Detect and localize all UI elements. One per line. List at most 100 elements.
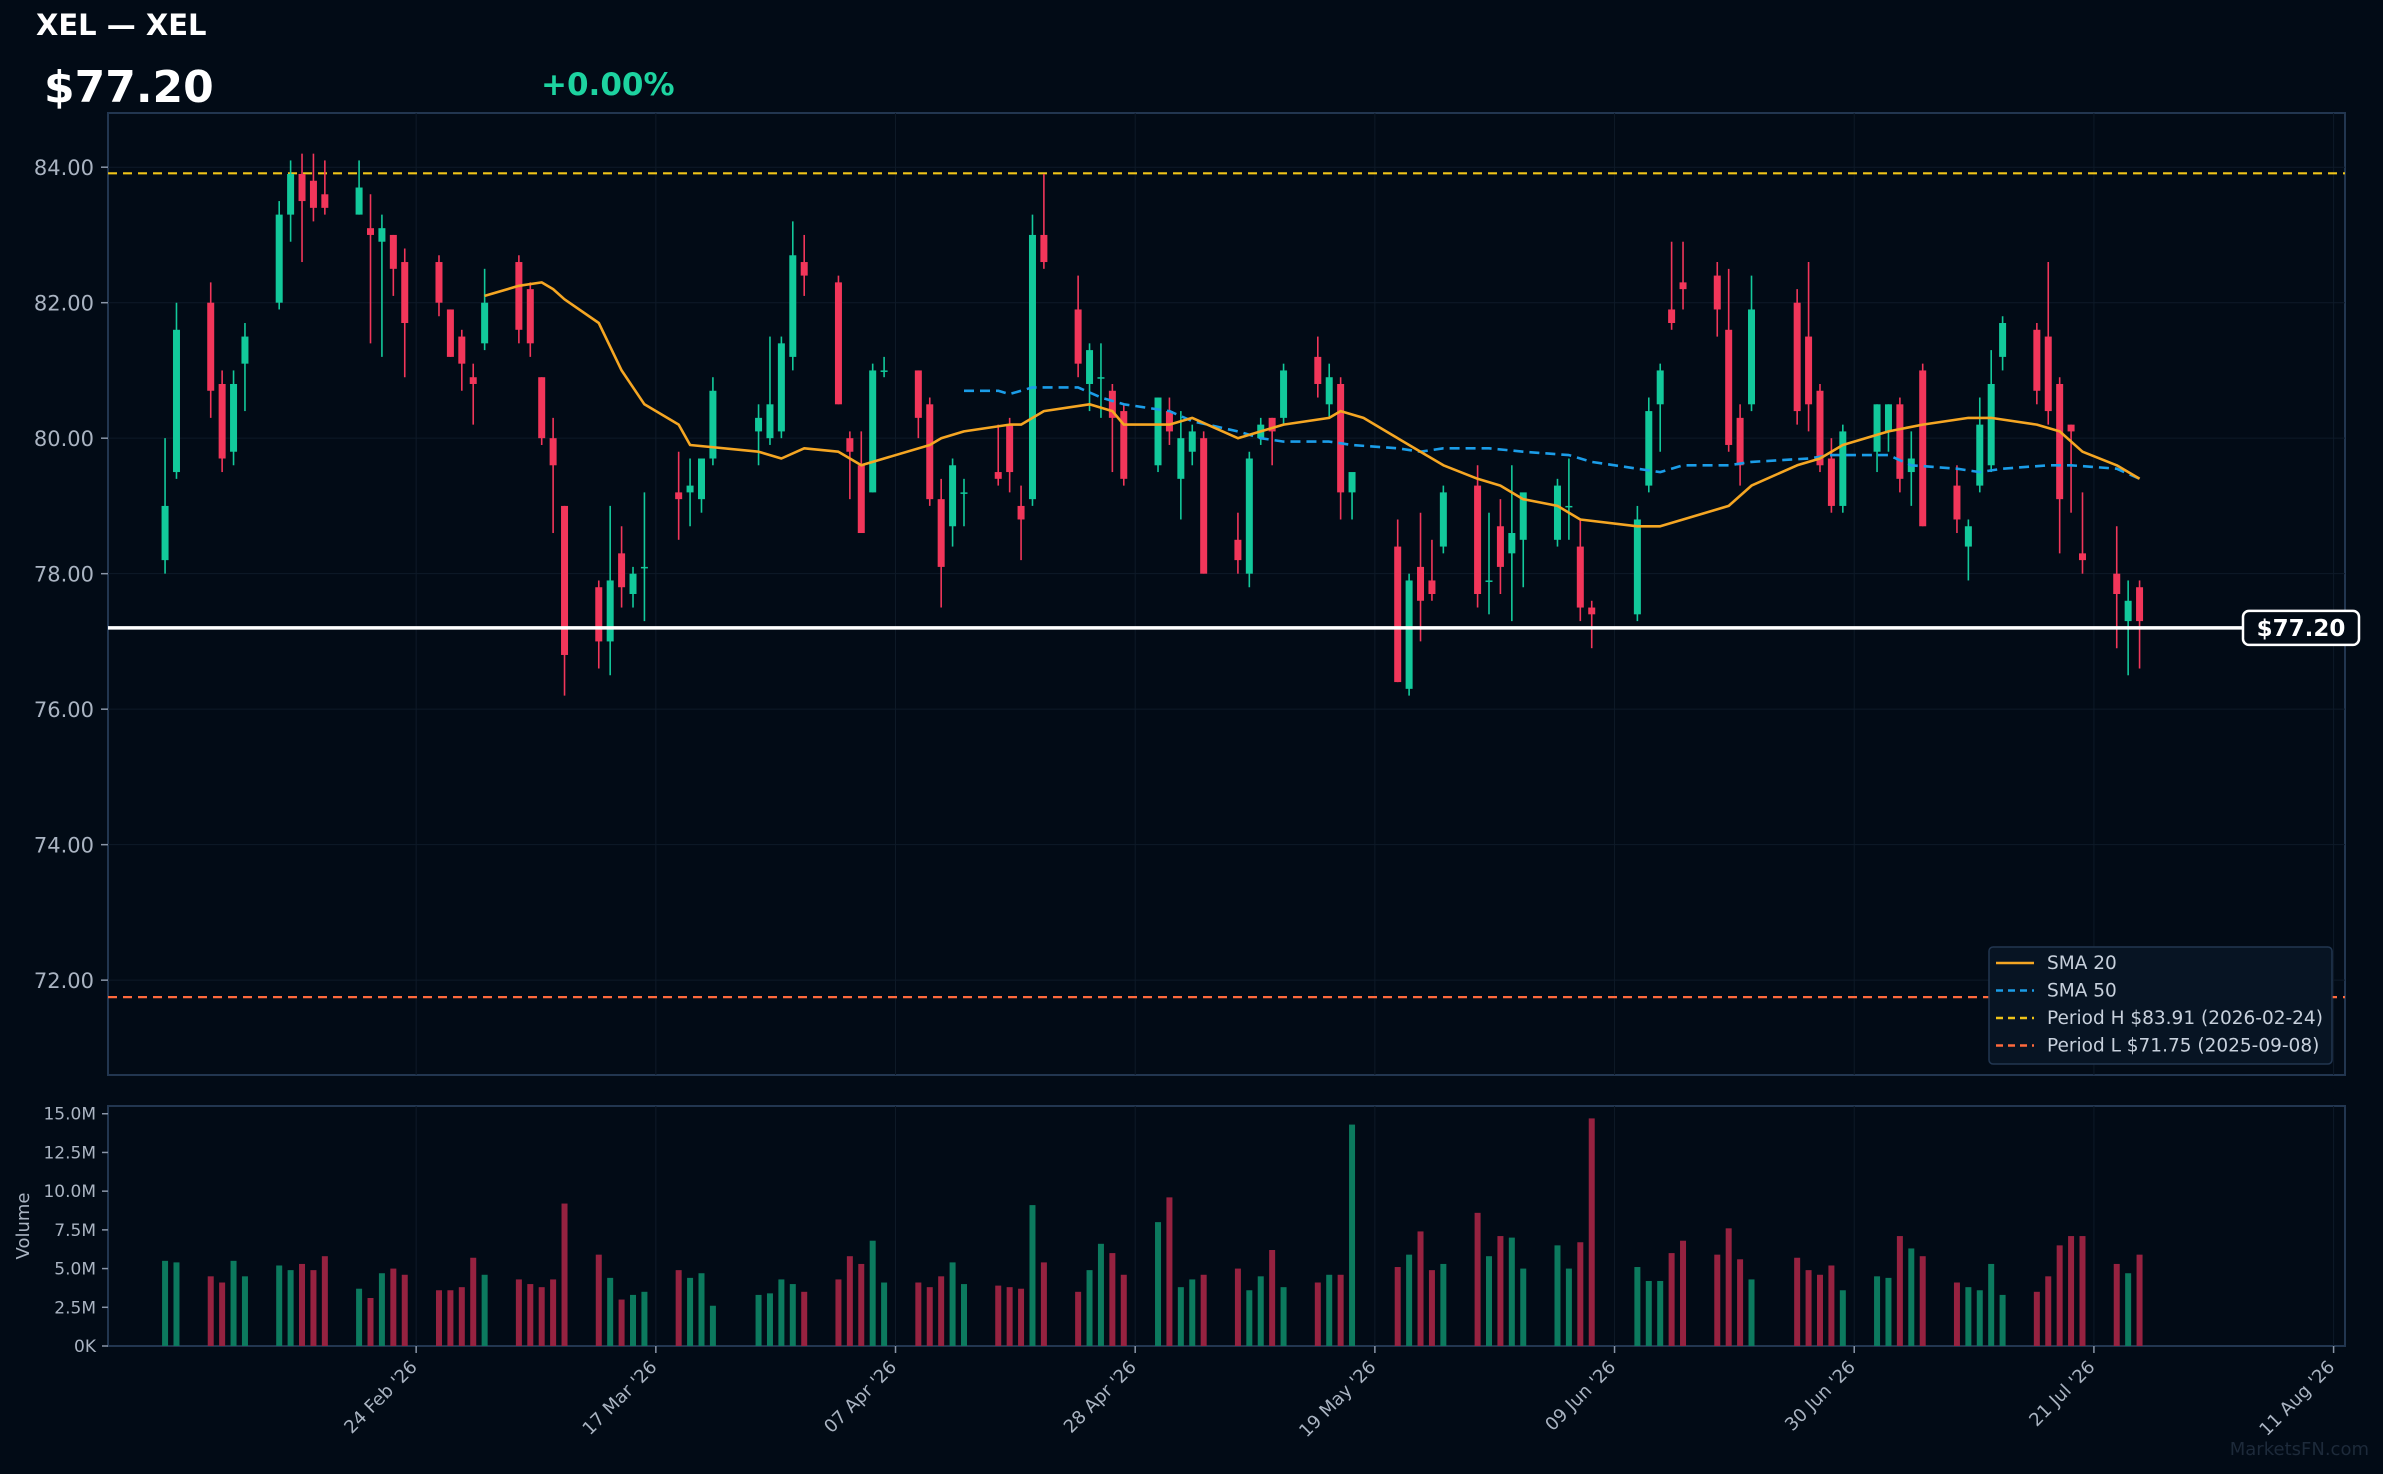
volume-plot-area — [107, 1105, 2346, 1347]
candle-body — [435, 262, 443, 303]
candle-body — [389, 234, 397, 269]
volume-tick-label: 5.0M — [54, 1260, 96, 1280]
candle-body — [230, 383, 238, 452]
volume-bar — [1520, 1268, 1527, 1346]
candle-body — [355, 187, 363, 215]
candle-body — [1496, 526, 1504, 567]
volume-bar — [241, 1276, 248, 1346]
x-tick-label: 11 Aug '26 — [2255, 1357, 2339, 1441]
candle-body — [1736, 417, 1744, 466]
candle-body — [469, 377, 477, 384]
volume-bar — [310, 1270, 317, 1346]
candle-body — [549, 438, 557, 466]
candle-body — [1805, 336, 1813, 405]
volume-bar — [2079, 1236, 2086, 1346]
candle-body — [1679, 282, 1687, 290]
candle-body — [675, 492, 683, 500]
volume-bar — [1680, 1240, 1687, 1346]
volume-bar — [1086, 1270, 1093, 1346]
candle-body — [1006, 424, 1014, 473]
volume-bar — [390, 1268, 397, 1346]
volume-bar — [1896, 1236, 1903, 1346]
volume-bar — [801, 1291, 808, 1346]
price-tick-label: 74.00 — [34, 834, 94, 858]
candle-body — [2078, 553, 2086, 561]
volume-bar — [1565, 1268, 1572, 1346]
candle-body — [1553, 485, 1561, 540]
legend-label: SMA 20 — [2047, 953, 2117, 974]
volume-bar — [1394, 1267, 1401, 1346]
volume-bar — [1839, 1290, 1846, 1346]
volume-bar — [1177, 1287, 1184, 1346]
volume-bar — [1155, 1222, 1162, 1346]
price-tick-label: 82.00 — [34, 292, 94, 316]
candle-body — [1268, 417, 1276, 432]
candle-body — [1108, 390, 1116, 418]
candle-body — [1519, 492, 1527, 540]
candle-body — [287, 173, 295, 215]
candle-body — [2044, 336, 2052, 412]
volume-bar — [1200, 1274, 1207, 1346]
candle-body — [1405, 580, 1413, 689]
candle-body — [834, 282, 842, 405]
volume-bar — [1440, 1263, 1447, 1346]
volume-bar — [515, 1279, 522, 1346]
candle-body — [1074, 309, 1082, 364]
volume-bar — [1976, 1290, 1983, 1346]
volume-bar — [1953, 1282, 1960, 1346]
candle-body — [755, 417, 763, 432]
volume-bar — [858, 1263, 865, 1346]
volume-bar — [1257, 1276, 1264, 1346]
volume-axis-label: Volume — [13, 1193, 34, 1260]
volume-bar — [538, 1287, 545, 1346]
volume-bar — [458, 1287, 465, 1346]
candle-body — [1565, 505, 1573, 508]
candle-body — [766, 404, 774, 439]
volume-bar — [630, 1294, 637, 1346]
candle-body — [1896, 404, 1904, 479]
candle-body — [2033, 329, 2041, 391]
candle-body — [1839, 431, 1847, 506]
candle-body — [949, 465, 957, 527]
chart-legend: SMA 20 SMA 50 Period H $83.91 (2026-02-24)… — [1988, 946, 2333, 1065]
volume-bar — [846, 1256, 853, 1346]
volume-bar — [2068, 1236, 2075, 1346]
candle-body — [446, 309, 454, 357]
volume-bar — [1737, 1259, 1744, 1346]
candle-body — [1576, 546, 1584, 608]
volume-bar — [698, 1273, 705, 1346]
volume-tick-label: 2.5M — [54, 1298, 96, 1318]
candle-body — [1816, 390, 1824, 466]
volume-tick-label: 7.5M — [54, 1221, 96, 1241]
candle-body — [1793, 302, 1801, 412]
candle-body — [1508, 533, 1516, 554]
candle-body — [1987, 383, 1995, 466]
candle-body — [1086, 350, 1094, 384]
candle-body — [857, 465, 865, 534]
volume-bar — [641, 1291, 648, 1346]
candle-body — [172, 329, 180, 473]
candle-body — [926, 404, 934, 500]
candle-body — [401, 262, 409, 324]
volume-bar — [1006, 1287, 1013, 1346]
volume-bar — [378, 1273, 385, 1346]
candle-body — [686, 485, 694, 493]
volume-panel: 24 Feb '26 17 Mar '26 07 Apr '26 28 Apr '26… — [13, 1105, 2346, 1442]
candle-body — [709, 390, 717, 459]
volume-bar — [595, 1254, 602, 1346]
legend-box — [1988, 946, 2333, 1065]
candle-body — [1953, 485, 1961, 520]
volume-bar — [938, 1276, 945, 1346]
volume-bar — [1486, 1256, 1493, 1346]
volume-bar — [356, 1288, 363, 1346]
volume-bar — [1189, 1279, 1196, 1346]
candle-body — [595, 587, 603, 642]
candle-body — [1656, 370, 1664, 405]
legend-label: SMA 50 — [2047, 981, 2117, 1002]
candle-body — [515, 262, 523, 330]
candle-body — [1884, 404, 1892, 432]
volume-bar — [1120, 1274, 1127, 1346]
candle-body — [207, 302, 215, 391]
volume-bar — [2056, 1245, 2063, 1346]
volume-bar — [1337, 1274, 1344, 1346]
